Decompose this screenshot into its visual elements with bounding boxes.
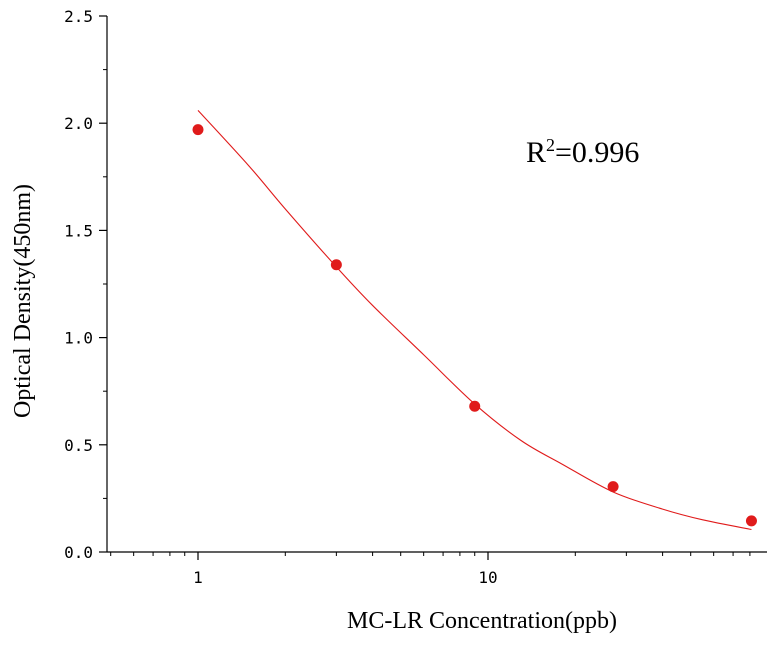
y-tick-label: 2.0 xyxy=(64,114,93,133)
x-tick-label: 10 xyxy=(478,568,497,587)
data-point xyxy=(469,400,481,412)
y-tick-label: 0.5 xyxy=(64,436,93,455)
r-squared-value: =0.996 xyxy=(555,136,639,169)
x-ticks: 1 10 xyxy=(110,552,751,587)
data-point xyxy=(330,259,342,271)
y-tick-label: 0.0 xyxy=(64,543,93,562)
data-point xyxy=(607,481,619,493)
x-axis-title: MC-LR Concentration(ppb) xyxy=(347,608,617,634)
y-axis-title: Optical Density(450nm) xyxy=(10,184,36,418)
x-tick-label: 1 xyxy=(193,568,203,587)
y-ticks: 0.0 0.5 1.0 1.5 2.0 2.5 xyxy=(64,7,107,562)
y-tick-label: 1.0 xyxy=(64,329,93,348)
fit-curve-line xyxy=(197,109,752,531)
y-tick-label: 1.5 xyxy=(64,221,93,240)
r-squared-base: R xyxy=(526,136,546,169)
r-squared-superscript: 2 xyxy=(546,135,555,155)
y-tick-label: 2.5 xyxy=(64,7,93,26)
r-squared-annotation: R2=0.996 xyxy=(526,135,639,169)
axes xyxy=(106,16,767,553)
data-point xyxy=(192,124,204,136)
data-point xyxy=(745,515,757,527)
data-points xyxy=(192,124,757,527)
fit-curve xyxy=(197,109,752,531)
